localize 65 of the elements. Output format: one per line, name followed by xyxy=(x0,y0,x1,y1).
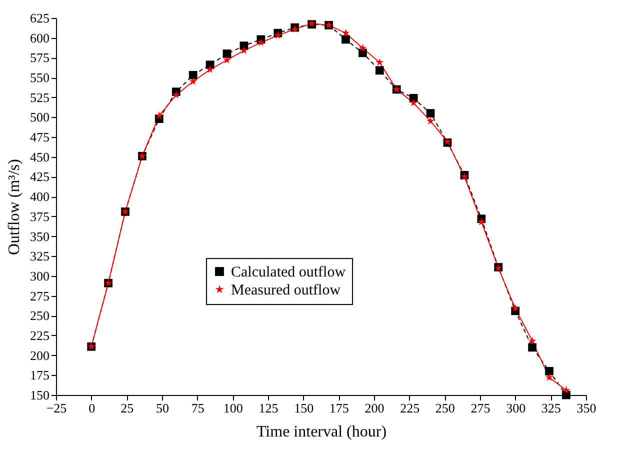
point xyxy=(545,373,554,381)
legend-label: Measured outflow xyxy=(231,282,341,298)
point xyxy=(528,336,536,344)
point xyxy=(342,35,350,44)
y-tick-label: 400 xyxy=(30,189,50,204)
point xyxy=(375,66,384,75)
x-tick-label: 200 xyxy=(364,400,384,416)
x-tick-label: 300 xyxy=(506,400,526,416)
point xyxy=(256,38,265,46)
point xyxy=(223,56,231,64)
point xyxy=(155,111,164,120)
x-tick-label: 150 xyxy=(294,400,314,416)
y-tick-label: 475 xyxy=(30,130,50,145)
point xyxy=(477,218,486,226)
x-tick-label: −25 xyxy=(46,400,67,416)
x-tick-label: 75 xyxy=(191,400,204,416)
y-tick-label: 600 xyxy=(30,30,50,46)
point xyxy=(222,50,232,58)
y-tick-label: 575 xyxy=(30,50,50,66)
point xyxy=(545,367,554,376)
y-tick-label: 275 xyxy=(30,288,50,304)
y-tick-label: 450 xyxy=(30,149,50,164)
y-tick-label: 425 xyxy=(30,169,50,184)
point xyxy=(376,58,384,66)
point xyxy=(342,28,350,36)
y-tick-label: 525 xyxy=(30,90,50,105)
legend-label: Calculated outflow xyxy=(231,264,346,280)
y-tick-label: 350 xyxy=(30,228,50,244)
x-tick-label: 125 xyxy=(258,400,278,416)
x-tick-label: 250 xyxy=(435,400,455,416)
point xyxy=(562,386,570,394)
x-tick-label: 25 xyxy=(120,400,134,416)
y-tick-label: 250 xyxy=(30,308,50,324)
point xyxy=(426,109,435,118)
y-tick-label: 325 xyxy=(30,248,50,264)
x-tick-label: 225 xyxy=(400,400,420,416)
x-tick-label: 100 xyxy=(223,400,243,416)
x-tick-label: 275 xyxy=(470,400,490,416)
y-tick-label: 300 xyxy=(30,268,50,284)
x-axis-title: Time interval (hour) xyxy=(256,424,387,440)
y-tick-label: 200 xyxy=(30,348,50,363)
point xyxy=(206,65,214,73)
point xyxy=(426,116,435,125)
point xyxy=(274,31,282,39)
y-tick-label: 500 xyxy=(30,110,50,125)
point xyxy=(511,304,520,312)
point xyxy=(240,46,248,54)
y-tick-label: 150 xyxy=(30,388,50,402)
point xyxy=(528,343,536,352)
y-tick-label: 375 xyxy=(30,208,50,224)
point xyxy=(189,77,198,85)
y-tick-label: 175 xyxy=(30,368,50,383)
x-tick-label: 0 xyxy=(88,400,96,416)
point xyxy=(188,70,198,80)
point xyxy=(410,98,418,106)
x-tick-label: 325 xyxy=(541,400,561,416)
point xyxy=(172,90,180,98)
y-tick-label: 625 xyxy=(30,10,50,26)
y-tick-label: 225 xyxy=(30,328,50,343)
point xyxy=(358,44,367,52)
x-tick-label: 50 xyxy=(156,400,169,416)
y-tick-label: 550 xyxy=(30,70,50,86)
y-axis-title: Outflow (m³/s) xyxy=(6,159,23,255)
x-tick-label: 350 xyxy=(576,400,596,416)
x-tick-label: 175 xyxy=(329,400,349,416)
